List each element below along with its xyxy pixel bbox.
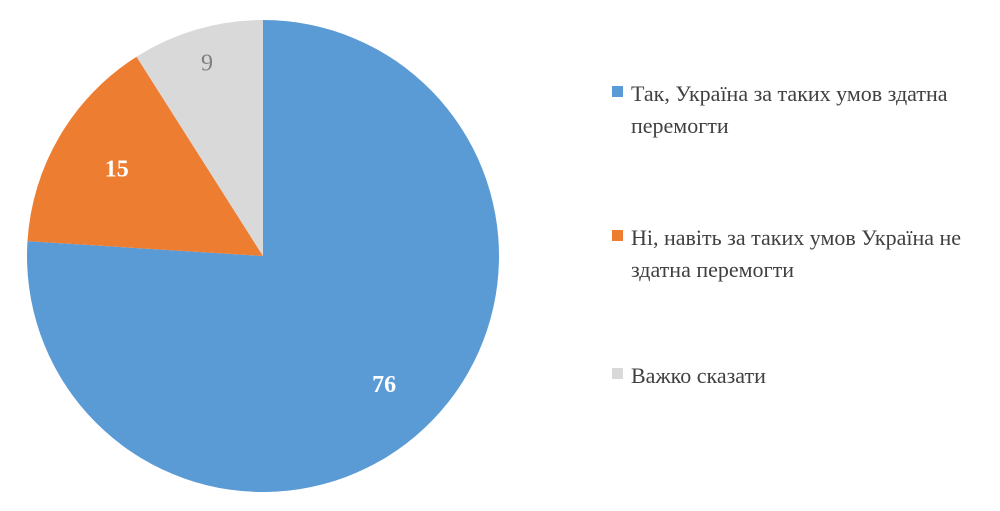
- legend-label-no: Ні, навіть за таких умов Україна не здат…: [631, 225, 962, 282]
- slice-yes: [27, 20, 500, 492]
- pie-chart: 76 15 9: [27, 20, 500, 492]
- data-label-no: 15: [105, 157, 129, 183]
- data-label-hard-to-say: 9: [201, 50, 213, 76]
- legend-swatch-hard-to-say: [612, 368, 623, 379]
- data-label-yes: 76: [372, 372, 396, 398]
- slice-hard-to-say: [136, 20, 263, 256]
- legend-item-yes: Так, Україна за таких умов здатна перемо…: [612, 78, 971, 142]
- legend-swatch-no: [612, 230, 623, 241]
- slice-no: [27, 56, 263, 256]
- legend-item-hard-to-say: Важко сказати: [612, 360, 971, 392]
- legend-item-no: Ні, навіть за таких умов Україна не здат…: [612, 222, 971, 286]
- legend-label-yes: Так, Україна за таких умов здатна перемо…: [631, 81, 948, 138]
- legend-swatch-yes: [612, 86, 623, 97]
- legend-label-hard-to-say: Важко сказати: [631, 363, 766, 388]
